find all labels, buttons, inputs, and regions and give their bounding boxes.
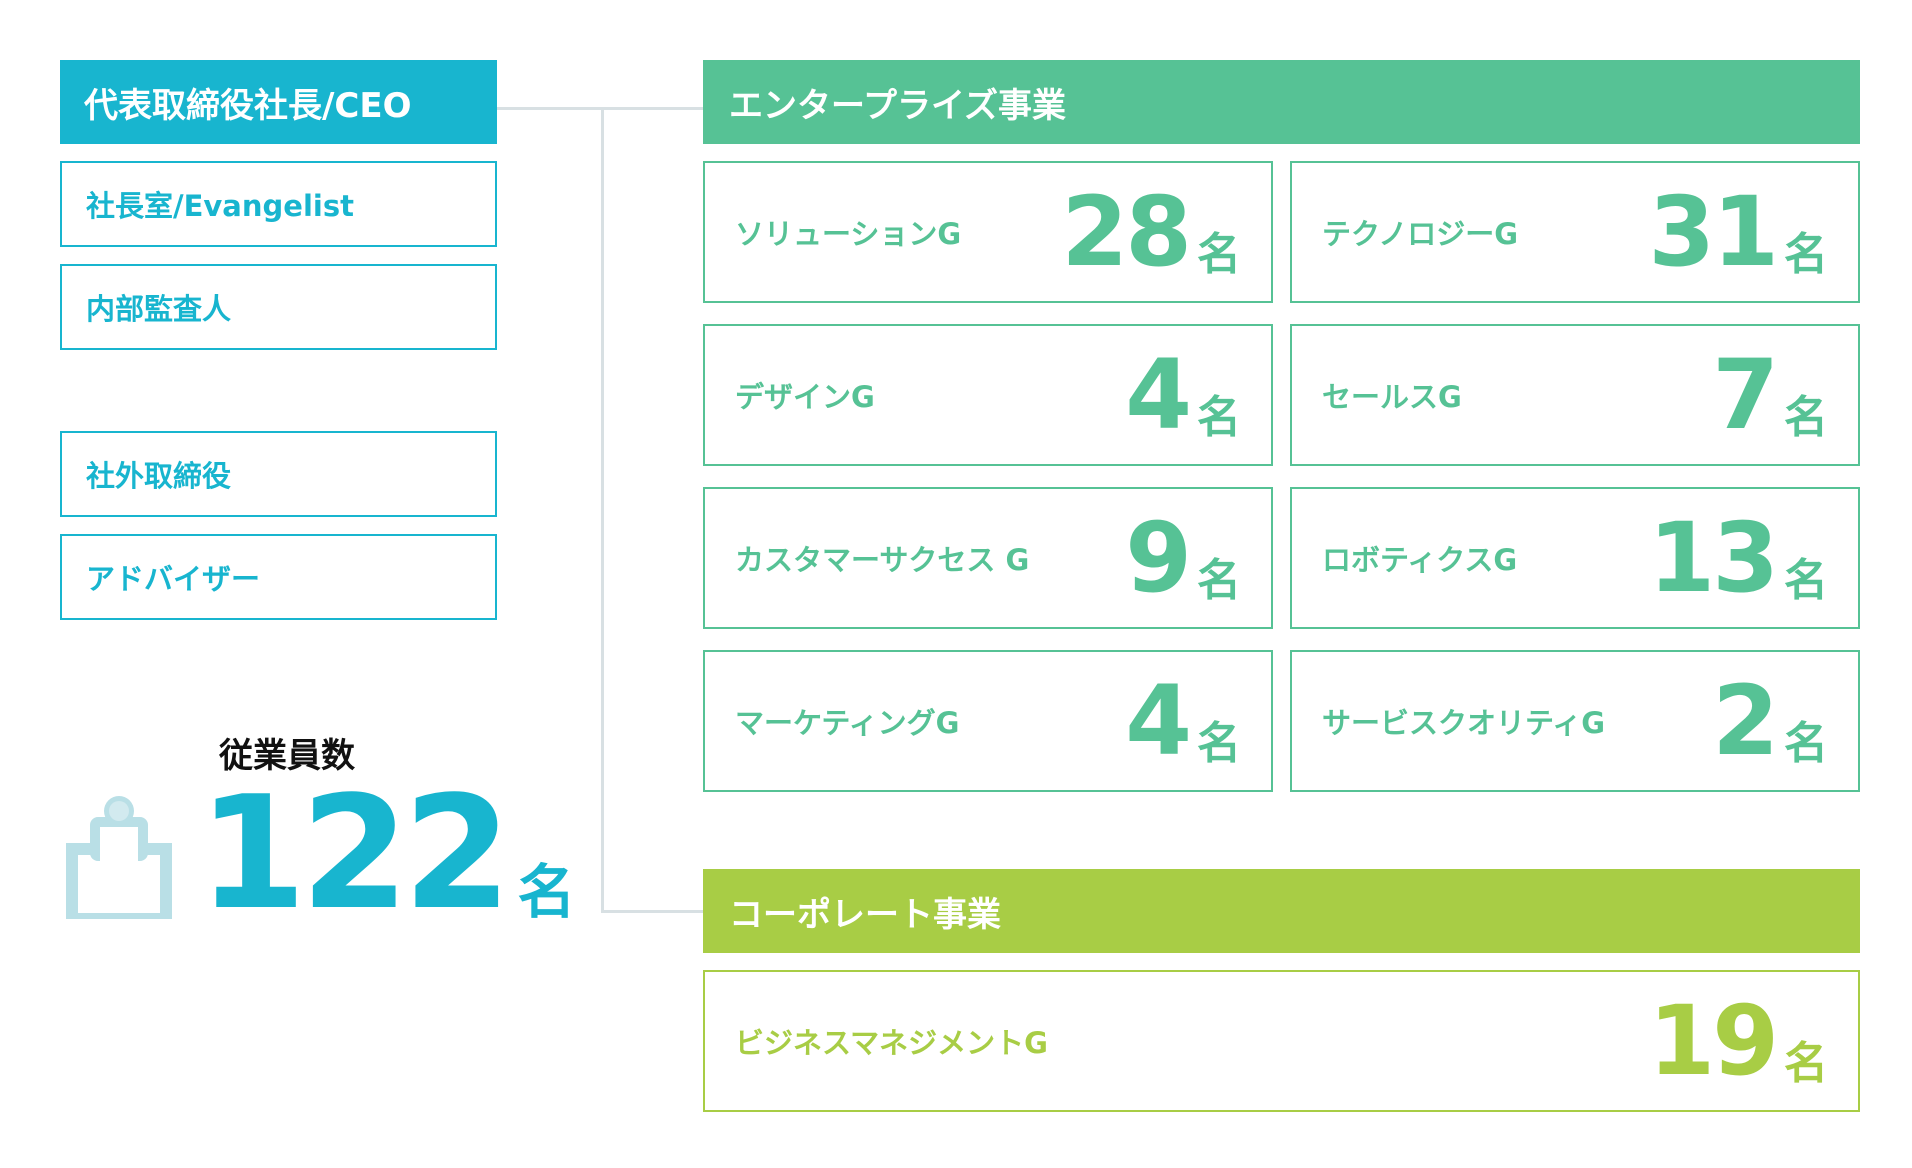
group-unit: 名	[1784, 392, 1828, 443]
group-unit: 名	[1784, 229, 1828, 280]
person-badge-icon	[62, 795, 176, 923]
group-card-solution: ソリューションG 28 名	[703, 161, 1273, 303]
employee-count-value: 122	[198, 762, 512, 944]
corporate-division-header: コーポレート事業	[703, 869, 1860, 953]
employee-count-title: 従業員数	[219, 736, 355, 776]
group-name: サービスクオリティG	[1322, 706, 1606, 740]
group-count: 2	[1712, 665, 1779, 777]
group-unit: 名	[1197, 229, 1241, 280]
group-count: 9	[1125, 502, 1192, 614]
employee-count: 122 名	[198, 762, 576, 944]
group-count: 19	[1648, 985, 1779, 1097]
group-count: 28	[1061, 176, 1192, 288]
group-name: デザインG	[735, 380, 875, 414]
group-name: カスタマーサクセス G	[735, 543, 1030, 577]
group-name: ソリューションG	[735, 217, 962, 251]
group-unit: 名	[1197, 555, 1241, 606]
group-card-business-management: ビジネスマネジメントG 19 名	[703, 970, 1860, 1112]
group-count: 13	[1648, 502, 1779, 614]
group-name: セールスG	[1322, 380, 1462, 414]
group-card-robotics: ロボティクスG 13 名	[1290, 487, 1860, 629]
group-count: 4	[1125, 339, 1192, 451]
group-name: テクノロジーG	[1322, 217, 1519, 251]
president-office-box: 社長室/Evangelist	[60, 161, 497, 247]
group-count: 31	[1648, 176, 1779, 288]
group-count: 7	[1712, 339, 1779, 451]
group-unit: 名	[1784, 555, 1828, 606]
internal-auditor-box: 内部監査人	[60, 264, 497, 350]
group-unit: 名	[1197, 718, 1241, 769]
outside-director-box: 社外取締役	[60, 431, 497, 517]
group-name: マーケティングG	[735, 706, 960, 740]
group-unit: 名	[1197, 392, 1241, 443]
employee-count-unit: 名	[517, 858, 576, 926]
ceo-box: 代表取締役社長/CEO	[60, 60, 497, 144]
group-count: 4	[1125, 665, 1192, 777]
connector-corporate-horizontal	[601, 910, 703, 913]
enterprise-division-header: エンタープライズ事業	[703, 60, 1860, 144]
group-name: ロボティクスG	[1322, 543, 1518, 577]
connector-vertical	[601, 107, 604, 913]
advisor-box: アドバイザー	[60, 534, 497, 620]
group-unit: 名	[1784, 1038, 1828, 1089]
group-card-technology: テクノロジーG 31 名	[1290, 161, 1860, 303]
group-unit: 名	[1784, 718, 1828, 769]
connector-ceo-horizontal	[497, 107, 703, 110]
group-name: ビジネスマネジメントG	[735, 1026, 1048, 1060]
